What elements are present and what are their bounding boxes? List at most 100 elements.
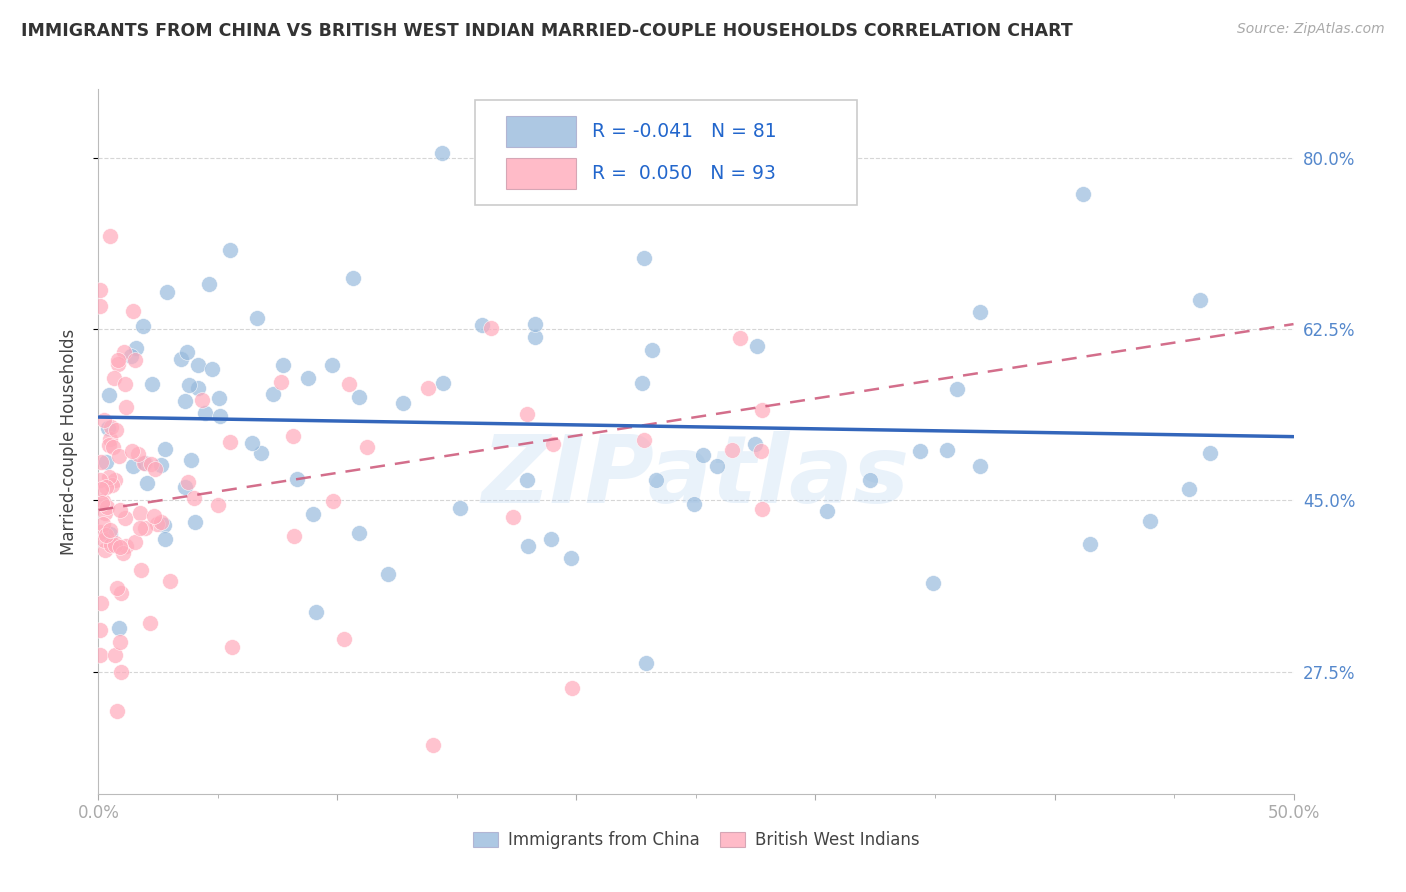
British West Indians: [356, 441, 378, 455]
Immigrants from China: [297, 371, 319, 385]
British West Indians: [112, 345, 135, 359]
British West Indians: [122, 304, 145, 318]
FancyBboxPatch shape: [475, 100, 858, 205]
British West Indians: [339, 377, 361, 392]
Immigrants from China: [517, 540, 540, 554]
Immigrants from China: [682, 497, 704, 511]
British West Indians: [283, 428, 305, 442]
Immigrants from China: [120, 349, 142, 363]
British West Indians: [98, 524, 121, 538]
British West Indians: [104, 535, 127, 549]
Immigrants from China: [246, 310, 269, 325]
Immigrants from China: [301, 508, 323, 522]
Immigrants from China: [692, 448, 714, 462]
Immigrants from China: [287, 472, 309, 486]
British West Indians: [141, 457, 163, 471]
Immigrants from China: [540, 532, 562, 546]
British West Indians: [108, 503, 131, 517]
British West Indians: [561, 681, 583, 695]
British West Indians: [751, 403, 773, 417]
British West Indians: [115, 539, 138, 553]
Immigrants from China: [98, 388, 121, 402]
British West Indians: [128, 506, 150, 520]
Immigrants from China: [432, 145, 454, 160]
Immigrants from China: [524, 318, 547, 332]
British West Indians: [114, 377, 136, 392]
British West Indians: [721, 443, 744, 458]
British West Indians: [541, 436, 564, 450]
Immigrants from China: [645, 473, 668, 487]
British West Indians: [221, 640, 243, 655]
British West Indians: [104, 538, 127, 552]
British West Indians: [96, 480, 118, 494]
Immigrants from China: [194, 406, 217, 420]
British West Indians: [91, 496, 114, 510]
British West Indians: [110, 540, 132, 554]
British West Indians: [105, 423, 128, 437]
British West Indians: [127, 447, 149, 461]
Immigrants from China: [745, 339, 768, 353]
Immigrants from China: [153, 532, 176, 546]
Immigrants from China: [969, 305, 991, 319]
Immigrants from China: [240, 435, 263, 450]
Immigrants from China: [321, 359, 343, 373]
Immigrants from China: [908, 444, 931, 458]
Immigrants from China: [1188, 293, 1211, 308]
Immigrants from China: [631, 376, 654, 390]
Immigrants from China: [184, 516, 207, 530]
Immigrants from China: [1071, 187, 1094, 202]
Immigrants from China: [156, 285, 179, 299]
Immigrants from China: [1178, 482, 1201, 496]
Y-axis label: Married-couple Households: Married-couple Households: [59, 328, 77, 555]
British West Indians: [159, 574, 181, 588]
British West Indians: [502, 510, 524, 524]
Immigrants from China: [1198, 446, 1220, 460]
Immigrants from China: [271, 358, 294, 372]
Immigrants from China: [97, 420, 120, 434]
Immigrants from China: [108, 621, 131, 635]
British West Indians: [103, 473, 125, 487]
Text: ZIPatlas: ZIPatlas: [482, 431, 910, 523]
Immigrants from China: [1078, 537, 1101, 551]
British West Indians: [89, 524, 111, 539]
Immigrants from China: [177, 378, 200, 392]
British West Indians: [89, 473, 111, 487]
Immigrants from China: [859, 473, 882, 487]
British West Indians: [97, 470, 120, 484]
Immigrants from China: [969, 459, 991, 474]
British West Indians: [91, 516, 114, 531]
British West Indians: [107, 358, 129, 372]
British West Indians: [128, 521, 150, 535]
Immigrants from China: [98, 526, 121, 541]
British West Indians: [129, 563, 152, 577]
British West Indians: [100, 477, 122, 491]
Immigrants from China: [208, 391, 231, 405]
British West Indians: [100, 538, 122, 552]
British West Indians: [134, 521, 156, 535]
British West Indians: [422, 738, 444, 752]
Immigrants from China: [347, 525, 370, 540]
Immigrants from China: [155, 442, 177, 456]
Immigrants from China: [633, 251, 655, 265]
British West Indians: [108, 449, 131, 463]
Immigrants from China: [250, 446, 273, 460]
Immigrants from China: [219, 244, 242, 258]
Text: Source: ZipAtlas.com: Source: ZipAtlas.com: [1237, 22, 1385, 37]
British West Indians: [138, 616, 160, 631]
Immigrants from China: [262, 386, 284, 401]
Immigrants from China: [134, 457, 156, 471]
Immigrants from China: [187, 359, 209, 373]
British West Indians: [89, 283, 111, 297]
British West Indians: [110, 665, 132, 679]
British West Indians: [89, 299, 111, 313]
British West Indians: [333, 632, 356, 647]
British West Indians: [183, 491, 205, 505]
British West Indians: [89, 482, 111, 496]
Immigrants from China: [201, 362, 224, 376]
Immigrants from China: [149, 458, 172, 472]
Immigrants from China: [449, 500, 471, 515]
British West Indians: [98, 438, 121, 452]
British West Indians: [104, 648, 127, 662]
British West Indians: [149, 515, 172, 529]
British West Indians: [98, 229, 122, 244]
